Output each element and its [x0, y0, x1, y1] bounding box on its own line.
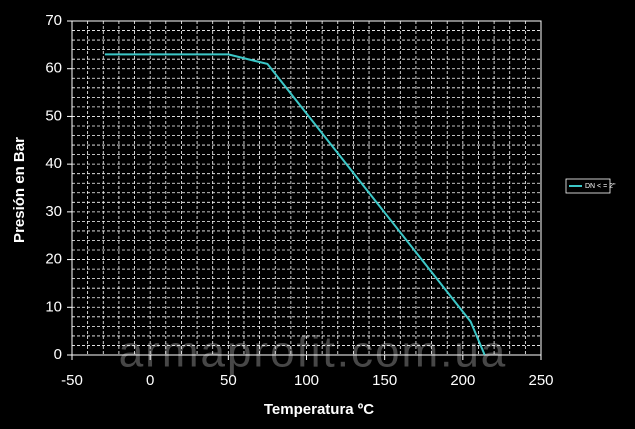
x-axis-label: Temperatura ºC — [264, 401, 374, 418]
y-tick-label: 30 — [45, 203, 62, 220]
legend-box — [565, 178, 611, 194]
y-tick-label: 60 — [45, 60, 62, 77]
x-tick-label: 150 — [372, 372, 397, 389]
watermark: armaprofit.com.ua — [119, 328, 508, 377]
x-tick-label: 200 — [450, 372, 475, 389]
data-line — [104, 53, 486, 356]
y-tick-label: 0 — [54, 346, 62, 363]
x-tick-label: 250 — [528, 372, 553, 389]
y-tick-label: 70 — [45, 12, 62, 29]
y-tick-label: 40 — [45, 155, 62, 172]
x-tick-label: 100 — [294, 372, 319, 389]
x-tick-label: -50 — [61, 372, 83, 389]
legend-label: DN < = 2" — [585, 183, 616, 190]
x-tick-label: 0 — [146, 372, 154, 389]
x-tick-label: 50 — [220, 372, 237, 389]
y-tick-label: 10 — [45, 298, 62, 315]
y-axis-label: Presión en Bar — [11, 137, 28, 243]
y-tick-label: 50 — [45, 107, 62, 124]
y-tick-label: 20 — [45, 251, 62, 268]
